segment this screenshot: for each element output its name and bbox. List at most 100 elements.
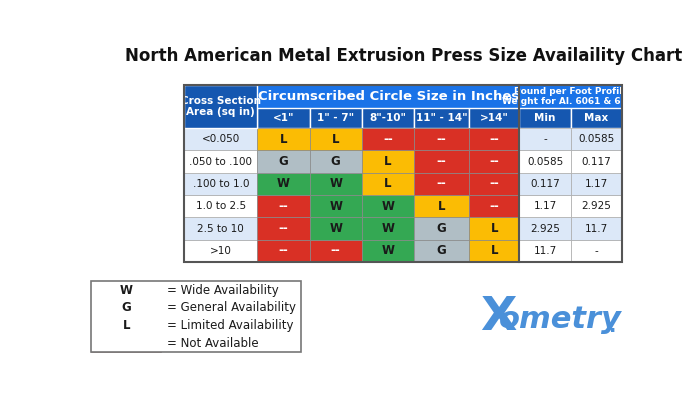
Text: --: -- (279, 200, 288, 213)
Text: 2.925: 2.925 (582, 201, 612, 211)
Text: 1.17: 1.17 (585, 179, 608, 189)
Bar (258, 108, 309, 128)
Bar (414, 173, 470, 195)
Bar (519, 218, 570, 240)
Text: <0.050: <0.050 (202, 134, 240, 144)
Text: <1": <1" (273, 113, 294, 123)
Bar (570, 195, 622, 218)
Text: L: L (384, 155, 392, 168)
Text: 11.7: 11.7 (533, 246, 556, 256)
Text: L: L (491, 222, 498, 235)
Bar (258, 240, 309, 262)
Text: >14": >14" (480, 113, 509, 123)
Text: 1.17: 1.17 (533, 201, 556, 211)
Bar (470, 108, 519, 128)
Text: 0.0585: 0.0585 (527, 156, 564, 166)
Text: W: W (329, 222, 342, 235)
Bar (519, 108, 570, 128)
Text: W: W (277, 178, 290, 190)
Text: = Wide Availability: = Wide Availability (167, 284, 279, 297)
Bar (519, 173, 570, 195)
Bar (470, 240, 519, 262)
Text: --: -- (489, 133, 499, 146)
Text: >10: >10 (210, 246, 232, 256)
Bar (362, 128, 414, 150)
Bar (362, 150, 414, 173)
Bar (258, 173, 309, 195)
Text: L: L (384, 178, 392, 190)
Text: 2.5 to 10: 2.5 to 10 (197, 224, 244, 234)
Text: = Limited Availability: = Limited Availability (167, 319, 294, 332)
Bar (414, 240, 470, 262)
Text: --: -- (437, 155, 447, 168)
Bar (414, 150, 470, 173)
Text: W: W (120, 284, 133, 297)
Text: G: G (437, 222, 447, 235)
Text: --: -- (489, 155, 499, 168)
Bar (362, 195, 414, 218)
Text: L: L (491, 244, 498, 257)
Text: 11.7: 11.7 (585, 224, 608, 234)
Bar (570, 240, 622, 262)
Bar (258, 195, 309, 218)
Text: .050 to .100: .050 to .100 (190, 156, 253, 166)
Bar (92, 281, 300, 352)
Text: --: -- (489, 178, 499, 190)
Bar (258, 218, 309, 240)
Bar (519, 150, 570, 173)
Bar (470, 128, 519, 150)
Bar (184, 150, 258, 173)
Text: Min: Min (534, 113, 556, 123)
Text: W: W (382, 200, 394, 213)
Text: X: X (480, 295, 517, 340)
Text: 1" - 7": 1" - 7" (317, 113, 354, 123)
Text: -: - (594, 246, 598, 256)
Text: Max: Max (584, 113, 608, 123)
Text: W: W (329, 200, 342, 213)
Bar (470, 173, 519, 195)
Bar (470, 150, 519, 173)
Text: = Not Available: = Not Available (167, 337, 259, 350)
Text: 0.117: 0.117 (530, 179, 560, 189)
Text: Cross Section
Area (sq in): Cross Section Area (sq in) (181, 96, 261, 117)
Bar (184, 218, 258, 240)
Bar (570, 150, 622, 173)
Bar (309, 150, 362, 173)
Bar (309, 240, 362, 262)
Bar (414, 108, 470, 128)
Text: 1.0 to 2.5: 1.0 to 2.5 (196, 201, 246, 211)
Text: ometry: ometry (499, 304, 622, 334)
Bar (258, 85, 519, 108)
Bar (258, 150, 309, 173)
Text: G: G (331, 155, 341, 168)
Bar (184, 173, 258, 195)
Text: L: L (122, 319, 130, 332)
Bar (570, 108, 622, 128)
Text: --: -- (279, 222, 288, 235)
Text: 0.117: 0.117 (582, 156, 611, 166)
Bar (309, 108, 362, 128)
Bar (519, 240, 570, 262)
Bar (519, 195, 570, 218)
Text: Circumscribed Circle Size in Inches: Circumscribed Circle Size in Inches (258, 90, 519, 103)
Text: --: -- (489, 200, 499, 213)
Bar (309, 218, 362, 240)
Bar (309, 128, 362, 150)
Bar (570, 173, 622, 195)
Bar (519, 128, 570, 150)
Bar (414, 195, 470, 218)
Text: L: L (438, 200, 445, 213)
Text: = General Availability: = General Availability (167, 301, 296, 314)
Bar (309, 195, 362, 218)
Text: 0.0585: 0.0585 (578, 134, 615, 144)
Text: W: W (382, 244, 394, 257)
Text: G: G (121, 301, 131, 314)
Bar (570, 218, 622, 240)
Text: L: L (280, 133, 287, 146)
Text: 8"-10": 8"-10" (370, 113, 407, 123)
Bar (519, 85, 622, 108)
Bar (92, 334, 161, 352)
Text: North American Metal Extrusion Press Size Availaility Chart: North American Metal Extrusion Press Siz… (125, 47, 682, 65)
Bar (184, 240, 258, 262)
Text: .100 to 1.0: .100 to 1.0 (193, 179, 249, 189)
